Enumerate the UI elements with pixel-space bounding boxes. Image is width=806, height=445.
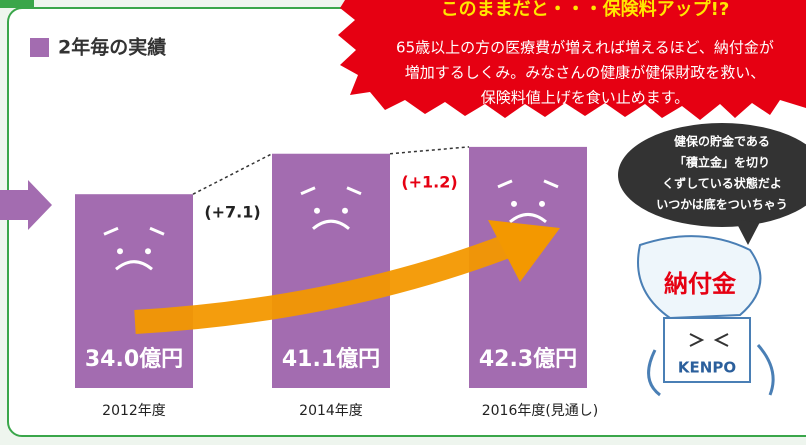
bag-label: 納付金 bbox=[664, 270, 737, 298]
value-label: 42.3億円 bbox=[479, 346, 577, 372]
chart-title: 2年毎の実績 bbox=[58, 36, 166, 59]
face bbox=[300, 186, 362, 230]
face bbox=[539, 200, 545, 207]
box-face bbox=[689, 333, 729, 347]
trend-arrow-head bbox=[488, 220, 560, 282]
connector bbox=[389, 146, 470, 155]
face bbox=[497, 179, 559, 224]
banner bbox=[338, 0, 806, 120]
bag bbox=[637, 235, 762, 320]
banner-text: 65歳以上の方の医療費が増えれば増えるほど、納付金が bbox=[396, 39, 774, 57]
annotation: (+7.1) bbox=[204, 203, 260, 222]
box-label: KENPO bbox=[678, 359, 736, 377]
arms bbox=[647, 344, 775, 397]
trend-arrow bbox=[134, 233, 515, 334]
bar bbox=[272, 153, 390, 388]
banner-text: 保険料値上げを食い止めます。 bbox=[481, 89, 690, 107]
banner-text: 増加するしくみ。みなさんの健康が健保財政を救い、 bbox=[405, 64, 766, 82]
value-label: 34.0億円 bbox=[85, 346, 183, 372]
annotation: (+1.2) bbox=[401, 173, 457, 192]
bubble-text: 健保の貯金である bbox=[674, 134, 770, 149]
face bbox=[342, 207, 348, 214]
bubble-text: いつかは底をついちゃう bbox=[656, 197, 788, 212]
box bbox=[663, 317, 751, 383]
face bbox=[511, 200, 517, 207]
value-label: 41.1億円 bbox=[282, 346, 380, 372]
bubble-text: 「積立金」を切り bbox=[674, 155, 770, 170]
speech-bubble bbox=[618, 123, 806, 227]
bar bbox=[75, 194, 193, 388]
banner-title: このままだと・・・保険料アップ!? bbox=[441, 0, 730, 20]
x-tick-label: 2014年度 bbox=[299, 403, 363, 419]
bubble-text: くずしている状態だよ bbox=[662, 176, 782, 191]
tab bbox=[0, 0, 34, 8]
title-marker bbox=[30, 38, 49, 57]
left-arrow bbox=[0, 180, 52, 230]
x-tick-label: 2012年度 bbox=[102, 403, 166, 419]
face bbox=[103, 226, 165, 271]
bubble-tail bbox=[735, 220, 760, 245]
connector bbox=[192, 153, 273, 195]
face bbox=[145, 248, 151, 255]
x-tick-label: 2016年度(見通し) bbox=[482, 403, 599, 419]
face bbox=[117, 248, 123, 255]
face bbox=[314, 207, 320, 214]
